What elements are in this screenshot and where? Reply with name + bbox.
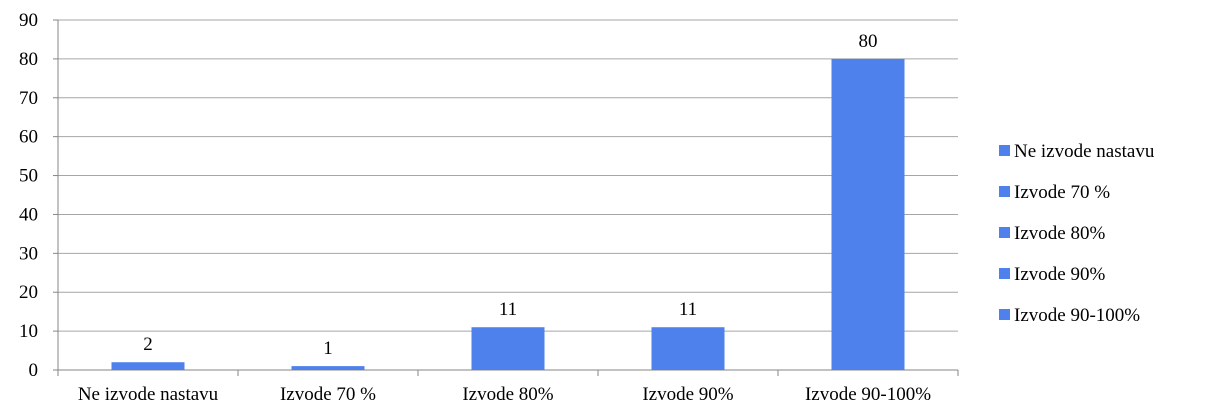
legend-swatch	[999, 268, 1010, 279]
legend: Ne izvode nastavu Izvode 70 % Izvode 80% Iz…	[999, 141, 1155, 326]
legend-swatch	[999, 186, 1010, 197]
legend-swatch	[999, 227, 1010, 238]
x-tick-label: Izvode 90-100%	[805, 384, 931, 405]
x-tick-label: Ne izvode nastavu	[78, 384, 219, 405]
y-tick-label: 80	[19, 49, 38, 70]
data-label: 1	[323, 338, 333, 359]
x-tick-label: Izvode 80%	[462, 384, 553, 405]
bar	[291, 366, 365, 370]
data-label: 11	[679, 299, 697, 320]
y-tick-label: 70	[19, 88, 38, 109]
bars	[111, 58, 905, 371]
y-tick-label: 0	[29, 360, 39, 381]
legend-entry: Izvode 90%	[1014, 264, 1105, 285]
legend-entry: Izvode 90-100%	[1014, 305, 1140, 326]
x-tick-label: Izvode 70 %	[280, 384, 376, 405]
x-tick-label: Izvode 90%	[642, 384, 733, 405]
legend-entry: Izvode 70 %	[1014, 182, 1110, 203]
y-tick-label: 20	[19, 282, 38, 303]
bar	[831, 58, 905, 371]
legend-swatch	[999, 309, 1010, 320]
legend-entry: Izvode 80%	[1014, 223, 1105, 244]
data-label: 2	[143, 334, 153, 355]
y-tick-label: 60	[19, 127, 38, 148]
bar	[471, 327, 545, 370]
gridlines	[58, 19, 958, 332]
y-tick-label: 10	[19, 321, 38, 342]
bar	[651, 327, 725, 370]
axes: 0 10 20 30 40 50 60 70 80 90 Ne izvode nastavu Izvo…	[19, 10, 959, 405]
y-tick-label: 30	[19, 243, 38, 264]
data-label: 11	[499, 299, 517, 320]
y-tick-label: 90	[19, 10, 38, 31]
legend-swatch	[999, 145, 1010, 156]
bar	[111, 362, 185, 370]
data-label: 80	[859, 31, 878, 52]
y-tick-label: 40	[19, 204, 38, 225]
legend-entry: Ne izvode nastavu	[1014, 141, 1155, 162]
y-tick-label: 50	[19, 166, 38, 187]
